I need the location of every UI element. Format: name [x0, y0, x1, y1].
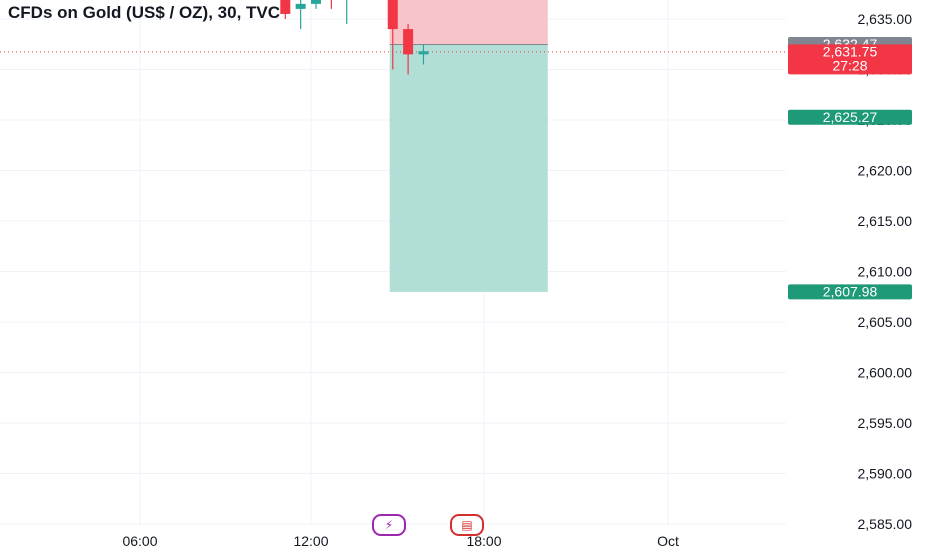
time-axis[interactable]: 06:00 12:00 18:00 Oct: [122, 533, 679, 549]
price-tick-label: 2,620.00: [858, 163, 913, 179]
chart-title: CFDs on Gold (US$ / OZ), 30, TVC: [8, 3, 281, 22]
price-tick-label: 2,585.00: [858, 516, 913, 532]
lightning-icon[interactable]: ⚡: [372, 514, 406, 536]
candle: [295, 0, 306, 30]
price-axis[interactable]: 2,685.002,680.002,675.002,670.002,665.00…: [858, 0, 913, 532]
price-tag: 2,625.27: [788, 109, 912, 125]
price-tag-bg: [788, 109, 912, 125]
candle-body: [387, 0, 398, 30]
candle: [311, 0, 321, 9]
price-tag-bg: [788, 284, 912, 300]
countdown-label: 27:28: [832, 57, 867, 73]
price-tags: 2,681.242,670.982,667.462,664.822,654.58…: [788, 36, 912, 300]
time-tick-label: Oct: [657, 533, 679, 549]
time-tick-label: 12:00: [293, 533, 328, 549]
candle-body: [403, 29, 414, 55]
price-tag-label: 2,625.27: [823, 109, 878, 125]
position-zones[interactable]: [389, 0, 548, 292]
candles: [280, 0, 429, 75]
candle-body: [280, 0, 291, 14]
price-tag-label: 2,607.98: [823, 283, 878, 299]
us-flag-icon[interactable]: ▤: [450, 514, 484, 536]
price-tick-label: 2,635.00: [858, 11, 913, 27]
price-tick-label: 2,595.00: [858, 415, 913, 431]
candle-body: [418, 51, 429, 55]
price-tag: 2,607.98: [788, 283, 912, 300]
candle: [280, 0, 291, 19]
price-tick-label: 2,590.00: [858, 466, 913, 482]
candle: [403, 24, 414, 75]
price-tick-label: 2,610.00: [858, 264, 913, 280]
stop-loss-zone[interactable]: [389, 0, 548, 45]
candle: [330, 0, 332, 9]
candle: [346, 0, 348, 25]
take-profit-zone[interactable]: [389, 44, 548, 292]
price-tick-label: 2,615.00: [858, 213, 913, 229]
time-tick-label: 06:00: [122, 533, 157, 549]
candle: [418, 44, 429, 65]
price-tag-bg: [788, 44, 912, 75]
price-tag-label: 2,631.75: [823, 43, 878, 59]
time-tick-label: 18:00: [466, 533, 501, 549]
price-tick-label: 2,605.00: [858, 314, 913, 330]
candle: [387, 0, 398, 70]
price-tick-label: 2,600.00: [858, 365, 913, 381]
candle-body: [311, 0, 321, 4]
candle-body: [295, 3, 306, 9]
